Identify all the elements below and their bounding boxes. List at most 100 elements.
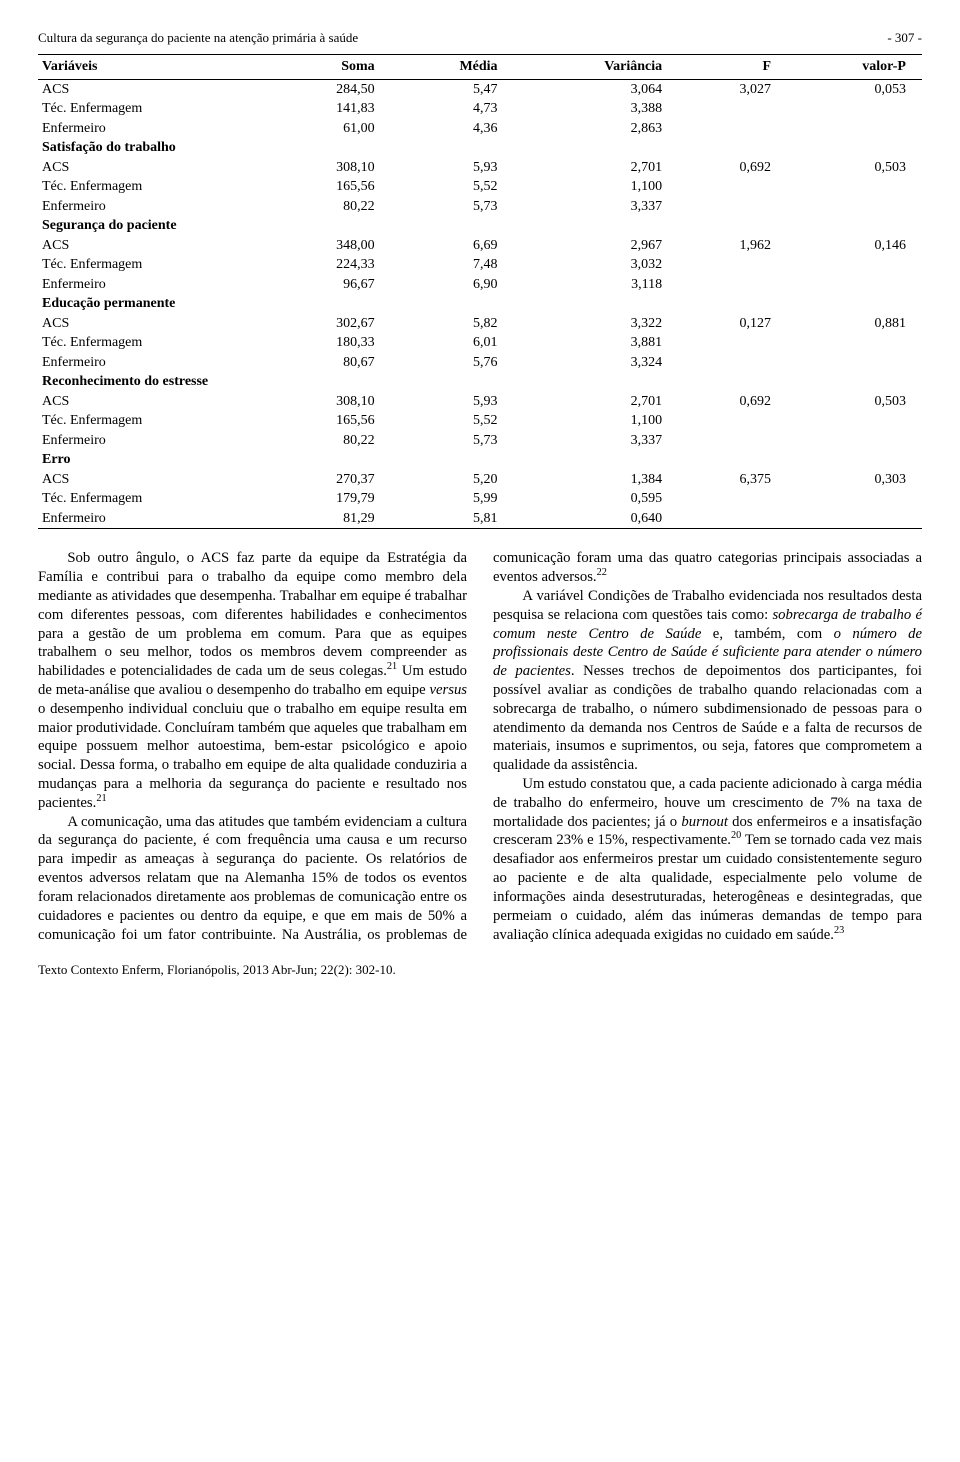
cell-f [678,431,787,451]
footer-citation: Texto Contexto Enferm, Florianópolis, 20… [38,962,922,978]
table-header-row: Variáveis Soma Média Variância F valor-P [38,55,922,80]
paragraph: Sob outro ângulo, o ACS faz parte da equ… [38,549,467,812]
table-row: ACS308,105,932,7010,6920,503 [38,392,922,412]
table-row: Téc. Enfermagem165,565,521,100 [38,177,922,197]
row-label: Enfermeiro [38,275,267,295]
cell-p [787,197,922,217]
cell-soma: 308,10 [267,392,391,412]
cell-p [787,275,922,295]
cell-soma: 80,22 [267,431,391,451]
cell-p: 0,503 [787,158,922,178]
cell-var: 0,595 [514,489,679,509]
cell-soma: 284,50 [267,79,391,99]
cell-p [787,119,922,139]
cell-media: 5,20 [391,470,514,490]
cell-media: 6,01 [391,333,514,353]
table-row: Enfermeiro96,676,903,118 [38,275,922,295]
cell-soma: 348,00 [267,236,391,256]
row-label: ACS [38,392,267,412]
col-variaveis: Variáveis [38,55,267,80]
col-soma: Soma [267,55,391,80]
cell-f [678,197,787,217]
cell-soma: 141,83 [267,99,391,119]
cell-f [678,489,787,509]
cell-p [787,333,922,353]
table-row: Satisfação do trabalho [38,138,922,158]
cell-var: 1,100 [514,411,679,431]
section-label: Satisfação do trabalho [38,138,922,158]
cell-soma: 270,37 [267,470,391,490]
table-row: Téc. Enfermagem165,565,521,100 [38,411,922,431]
cell-f: 0,692 [678,392,787,412]
cell-var: 3,388 [514,99,679,119]
row-label: Enfermeiro [38,431,267,451]
cell-p: 0,146 [787,236,922,256]
cell-f: 1,962 [678,236,787,256]
cell-media: 5,52 [391,411,514,431]
cell-f [678,411,787,431]
cell-var: 2,701 [514,392,679,412]
cell-media: 5,47 [391,79,514,99]
table-row: Enfermeiro80,225,733,337 [38,197,922,217]
paragraph: A variável Condições de Trabalho evidenc… [493,587,922,775]
cell-f [678,119,787,139]
paragraph: Um estudo constatou que, a cada paciente… [493,775,922,944]
row-label: Téc. Enfermagem [38,411,267,431]
table-row: Téc. Enfermagem179,795,990,595 [38,489,922,509]
cell-var: 3,322 [514,314,679,334]
row-label: Téc. Enfermagem [38,333,267,353]
page-number: - 307 - [887,30,922,46]
cell-var: 3,032 [514,255,679,275]
table-row: ACS270,375,201,3846,3750,303 [38,470,922,490]
cell-p: 0,503 [787,392,922,412]
cell-p: 0,303 [787,470,922,490]
cell-p [787,431,922,451]
cell-media: 5,76 [391,353,514,373]
cell-soma: 308,10 [267,158,391,178]
cell-f [678,177,787,197]
cell-var: 3,064 [514,79,679,99]
cell-soma: 80,22 [267,197,391,217]
cell-f [678,255,787,275]
row-label: Enfermeiro [38,119,267,139]
table-row: Educação permanente [38,294,922,314]
cell-p: 0,881 [787,314,922,334]
cell-soma: 165,56 [267,177,391,197]
cell-p [787,353,922,373]
col-valor-p: valor-P [787,55,922,80]
section-label: Educação permanente [38,294,922,314]
cell-media: 6,90 [391,275,514,295]
cell-soma: 61,00 [267,119,391,139]
cell-soma: 302,67 [267,314,391,334]
section-label: Segurança do paciente [38,216,922,236]
row-label: ACS [38,79,267,99]
cell-var: 2,967 [514,236,679,256]
col-media: Média [391,55,514,80]
cell-media: 5,73 [391,197,514,217]
cell-media: 5,93 [391,158,514,178]
row-label: ACS [38,314,267,334]
row-label: Téc. Enfermagem [38,177,267,197]
col-variancia: Variância [514,55,679,80]
cell-media: 5,52 [391,177,514,197]
cell-p [787,255,922,275]
data-table: Variáveis Soma Média Variância F valor-P… [38,54,922,529]
cell-media: 5,93 [391,392,514,412]
cell-soma: 80,67 [267,353,391,373]
cell-var: 0,640 [514,509,679,529]
cell-var: 3,118 [514,275,679,295]
row-label: ACS [38,236,267,256]
cell-media: 5,81 [391,509,514,529]
cell-var: 3,881 [514,333,679,353]
table-row: ACS284,505,473,0643,0270,053 [38,79,922,99]
row-label: Enfermeiro [38,197,267,217]
cell-soma: 179,79 [267,489,391,509]
cell-var: 3,337 [514,431,679,451]
cell-f [678,509,787,529]
table-row: Erro [38,450,922,470]
table-row: ACS302,675,823,3220,1270,881 [38,314,922,334]
table-row: Enfermeiro81,295,810,640 [38,509,922,529]
cell-var: 2,701 [514,158,679,178]
row-label: Enfermeiro [38,353,267,373]
cell-f [678,275,787,295]
